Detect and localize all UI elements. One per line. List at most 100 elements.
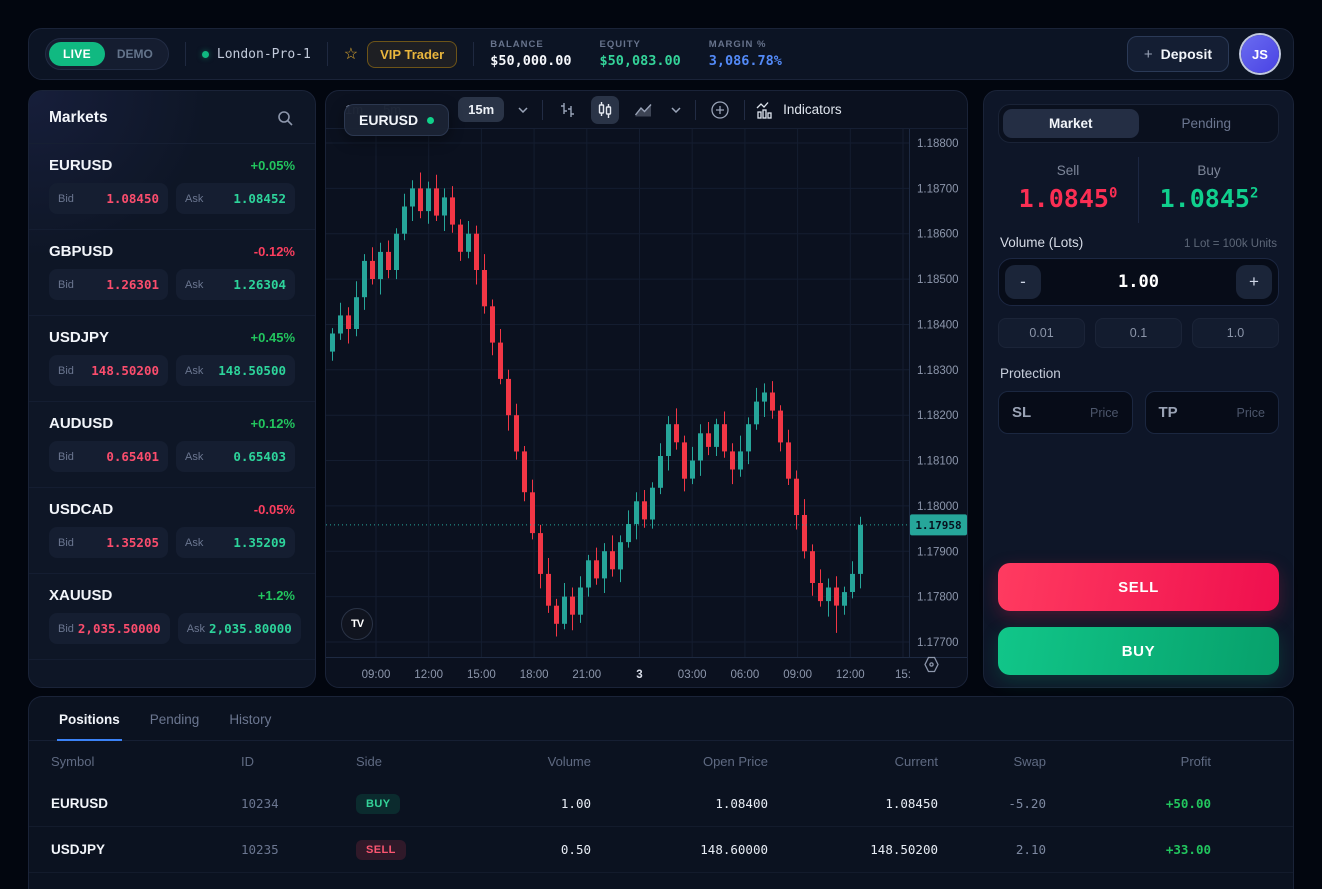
add-alert-icon[interactable]: [706, 96, 734, 124]
svg-text:1.18800: 1.18800: [917, 138, 959, 150]
column-header: Open Price: [702, 753, 768, 769]
candlestick-chart[interactable]: 1.18800 1.18700 1.18600 1.18500 1.18400 1.183…: [326, 129, 968, 688]
market-list-item[interactable]: EURUSD +0.05% Bid 1.08450 Ask 1.08452: [29, 144, 315, 230]
volume-preset-1.0[interactable]: 1.0: [1192, 318, 1279, 348]
bid-quote-button[interactable]: Bid 1.08450: [49, 183, 168, 214]
divider: [542, 99, 544, 120]
bid-quote-button[interactable]: Bid 2,035.50000: [49, 613, 170, 644]
svg-text:1.18300: 1.18300: [917, 365, 959, 377]
candlestick-chart-icon[interactable]: [591, 95, 620, 124]
divider: [184, 42, 186, 66]
svg-text:09:00: 09:00: [362, 669, 391, 681]
ask-label: Ask: [185, 364, 204, 377]
bid-quote-button[interactable]: Bid 1.26301: [49, 269, 168, 300]
positions-tabs: Positions Pending History: [29, 697, 1293, 741]
bars-chart-icon[interactable]: [553, 96, 581, 124]
ask-quote-button[interactable]: Ask 1.26304: [176, 269, 295, 300]
market-list-item[interactable]: XAUUSD +1.2% Bid 2,035.50000 Ask 2,035.8…: [29, 574, 315, 660]
demo-tab[interactable]: DEMO: [116, 47, 153, 61]
avatar[interactable]: JS: [1241, 35, 1279, 73]
sell-button[interactable]: SELL: [998, 563, 1279, 611]
svg-text:18:00: 18:00: [520, 669, 549, 681]
market-list-item[interactable]: GBPUSD -0.12% Bid 1.26301 Ask 1.26304: [29, 230, 315, 316]
bid-quote-button[interactable]: Bid 148.50200: [49, 355, 168, 386]
ask-quote-button[interactable]: Ask 1.08452: [176, 183, 295, 214]
market-symbol: USDJPY: [49, 329, 110, 346]
svg-text:3: 3: [636, 669, 642, 681]
chart-toolbar: 1m5m15m: [326, 91, 967, 129]
area-chart-icon[interactable]: [629, 96, 657, 124]
buy-button[interactable]: BUY: [998, 627, 1279, 675]
volume-increase-button[interactable]: +: [1236, 265, 1272, 299]
svg-text:09:00: 09:00: [783, 669, 812, 681]
connection-dot-icon: [201, 50, 209, 58]
equity-stat: EQUITY $50,083.00: [600, 39, 681, 69]
market-symbol: EURUSD: [49, 157, 113, 174]
market-list-item[interactable]: USDCAD -0.05% Bid 1.35205 Ask 1.35209: [29, 488, 315, 574]
markets-sidebar: Markets EURUSD +0.05% Bid 1.08450 Ask 1.…: [28, 90, 316, 688]
position-side: BUY: [356, 793, 506, 814]
order-tab-market[interactable]: Market: [1003, 109, 1139, 138]
ask-quote-button[interactable]: Ask 1.35209: [176, 527, 295, 558]
positions-tab-history[interactable]: History: [229, 712, 272, 727]
volume-input[interactable]: 1.00: [1118, 272, 1159, 292]
column-header: Volume: [547, 753, 591, 769]
positions-panel: Positions Pending History Symbol ID Side Volu…: [28, 696, 1294, 889]
positions-tab-positions[interactable]: Positions: [57, 697, 122, 741]
ask-quote-button[interactable]: Ask 2,035.80000: [177, 613, 301, 644]
sell-price: 1.08450: [1018, 184, 1118, 213]
svg-text:03:00: 03:00: [678, 669, 707, 681]
take-profit-input[interactable]: TP Price: [1144, 391, 1279, 434]
position-profit: +33.00: [1165, 842, 1211, 857]
ask-label: Ask: [186, 622, 206, 635]
svg-text:1.17900: 1.17900: [917, 546, 959, 558]
side-badge: SELL: [356, 839, 406, 860]
svg-text:1.18600: 1.18600: [917, 229, 959, 241]
divider: [744, 99, 746, 120]
timeframe-15m[interactable]: 15m: [458, 97, 505, 122]
market-list-item[interactable]: USDJPY +0.45% Bid 148.50200 Ask 148.5050…: [29, 316, 315, 402]
stop-loss-input[interactable]: SL Price: [998, 391, 1133, 434]
chevron-down-icon[interactable]: [514, 96, 532, 124]
live-dot-icon: [427, 116, 435, 124]
svg-text:21:00: 21:00: [572, 669, 601, 681]
side-badge: BUY: [356, 793, 401, 814]
positions-tab-pending[interactable]: Pending: [149, 712, 200, 727]
bid-quote-button[interactable]: Bid 0.65401: [49, 441, 168, 472]
position-open-price: 1.08400: [715, 796, 768, 811]
market-list-item[interactable]: AUDUSD +0.12% Bid 0.65401 Ask 0.65403: [29, 402, 315, 488]
indicators-icon: [756, 101, 772, 119]
position-volume: 1.00: [560, 796, 591, 811]
position-swap: -5.20: [1008, 796, 1046, 811]
order-tab-pending[interactable]: Pending: [1181, 116, 1232, 131]
position-row[interactable]: EURUSD 10234 BUY 1.00 1.08400 1.08450 -5…: [29, 781, 1293, 827]
live-tab[interactable]: LIVE: [49, 42, 105, 66]
order-panel: Market Pending Sell 1.08450 Buy 1.08452 V…: [983, 90, 1294, 688]
bid-value: 0.65401: [106, 449, 159, 464]
ask-label: Ask: [185, 450, 204, 463]
market-symbol: USDCAD: [49, 501, 114, 518]
bid-label: Bid: [58, 536, 74, 549]
chart-settings-icon[interactable]: [922, 655, 941, 679]
ask-value: 1.26304: [233, 277, 286, 292]
search-icon[interactable]: [275, 108, 295, 128]
chevron-down-icon[interactable]: [667, 96, 685, 124]
position-row[interactable]: USDJPY 10235 SELL 0.50 148.60000 148.502…: [29, 827, 1293, 873]
svg-text:12:00: 12:00: [836, 669, 865, 681]
sell-quote: Sell 1.08450: [998, 157, 1139, 223]
deposit-button[interactable]: + Deposit: [1126, 36, 1229, 72]
bid-quote-button[interactable]: Bid 1.35205: [49, 527, 168, 558]
ask-quote-button[interactable]: Ask 0.65403: [176, 441, 295, 472]
volume-preset-0.01[interactable]: 0.01: [998, 318, 1085, 348]
symbol-badge[interactable]: EURUSD: [344, 104, 450, 136]
ask-quote-button[interactable]: Ask 148.50500: [176, 355, 295, 386]
volume-preset-0.1[interactable]: 0.1: [1095, 318, 1182, 348]
ask-label: Ask: [185, 536, 204, 549]
volume-decrease-button[interactable]: -: [1005, 265, 1041, 299]
indicators-button[interactable]: Indicators: [755, 101, 842, 119]
svg-text:1.18000: 1.18000: [917, 501, 959, 513]
star-icon: ☆: [343, 46, 359, 63]
buy-quote: Buy 1.08452: [1139, 157, 1279, 223]
protection-label: Protection: [1000, 366, 1061, 381]
tradingview-logo[interactable]: TV: [341, 608, 373, 640]
